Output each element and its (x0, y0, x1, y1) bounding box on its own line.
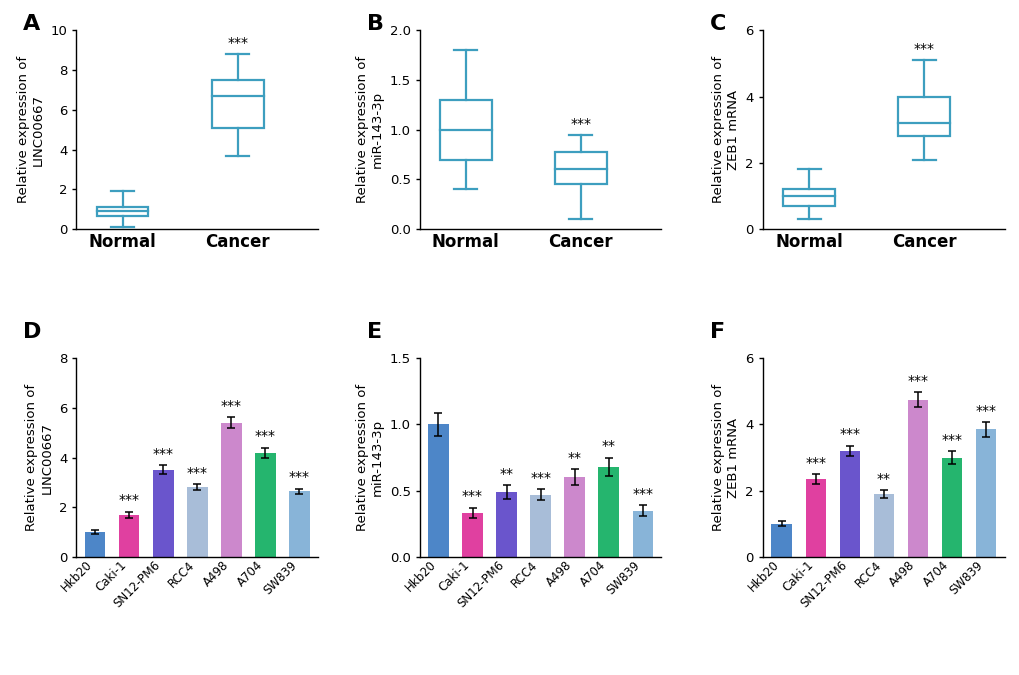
Bar (530, 495, 550, 557)
Text: ***: *** (530, 471, 550, 485)
Bar (428, 425, 448, 557)
Bar (462, 513, 482, 557)
Bar (97, 207, 149, 216)
Text: ***: *** (288, 470, 310, 484)
Text: ***: *** (632, 487, 652, 501)
Bar (212, 80, 263, 128)
Text: A: A (23, 14, 41, 34)
Bar (632, 510, 652, 557)
Bar (783, 189, 835, 206)
Bar (496, 492, 517, 557)
Text: ***: *** (907, 374, 927, 388)
Y-axis label: Relative expression of
LINC00667: Relative expression of LINC00667 (25, 384, 53, 531)
Bar (289, 491, 310, 557)
Bar (872, 494, 894, 557)
Text: ***: *** (804, 456, 825, 470)
Text: ***: *** (974, 404, 996, 418)
Bar (770, 524, 791, 557)
Text: ***: *** (255, 429, 276, 443)
Text: D: D (23, 323, 42, 342)
Bar (564, 477, 584, 557)
Y-axis label: Relative expression of
LINC00667: Relative expression of LINC00667 (17, 56, 45, 203)
Y-axis label: Relative expression of
miR-143-3p: Relative expression of miR-143-3p (356, 384, 384, 531)
Text: ***: *** (227, 36, 248, 50)
Text: **: ** (568, 451, 581, 465)
Y-axis label: Relative expression of
ZEB1 mRNA: Relative expression of ZEB1 mRNA (711, 56, 739, 203)
Bar (805, 479, 825, 557)
Text: ***: *** (941, 433, 962, 447)
Bar (975, 429, 996, 557)
Text: **: ** (601, 439, 615, 453)
Text: C: C (709, 14, 726, 34)
Bar (186, 487, 208, 557)
Text: E: E (366, 323, 381, 342)
Text: ***: *** (839, 427, 859, 441)
Bar (554, 152, 606, 184)
Text: ***: *** (570, 117, 591, 131)
Text: **: ** (499, 467, 513, 481)
Bar (907, 400, 927, 557)
Bar (153, 470, 173, 557)
Text: **: ** (876, 472, 890, 485)
Text: ***: *** (913, 43, 933, 56)
Y-axis label: Relative expression of
miR-143-3p: Relative expression of miR-143-3p (356, 56, 384, 203)
Text: B: B (366, 14, 383, 34)
Bar (839, 451, 859, 557)
Bar (898, 97, 949, 136)
Text: ***: *** (186, 466, 208, 480)
Bar (598, 467, 619, 557)
Text: F: F (709, 323, 725, 342)
Bar (221, 423, 242, 557)
Text: ***: *** (118, 493, 140, 508)
Bar (119, 514, 140, 557)
Bar (85, 532, 105, 557)
Text: ***: *** (462, 489, 483, 504)
Bar (255, 452, 275, 557)
Text: ***: *** (153, 447, 173, 461)
Bar (439, 100, 491, 159)
Bar (941, 458, 961, 557)
Y-axis label: Relative expression of
ZEB1 mRNA: Relative expression of ZEB1 mRNA (711, 384, 739, 531)
Text: ***: *** (221, 399, 242, 413)
